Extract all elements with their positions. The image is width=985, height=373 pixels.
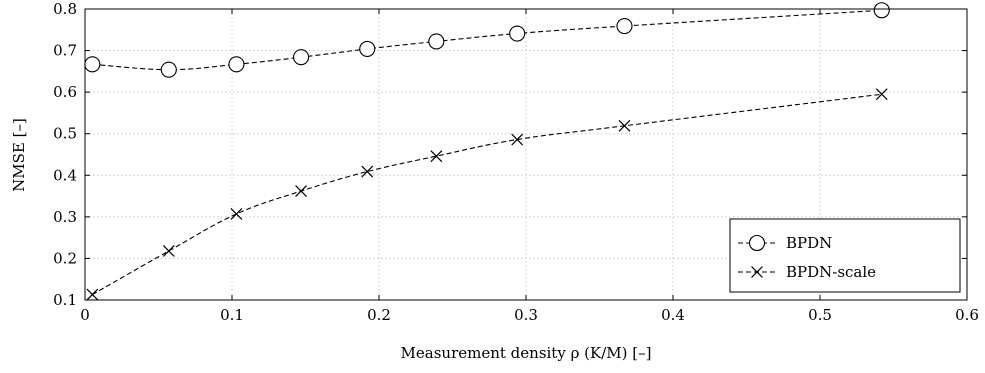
legend-marker-cross-icon <box>751 266 763 278</box>
data-point-bpdn <box>509 25 526 42</box>
y-tick-label: 0.2 <box>53 249 77 267</box>
y-axis-label: NMSE [–] <box>10 118 28 192</box>
legend-marker-circle-icon <box>748 234 766 252</box>
data-point-bpdn <box>616 17 633 35</box>
x-tick-label: 0 <box>80 306 90 324</box>
series-bpdn <box>84 2 890 78</box>
x-tick-label: 0.5 <box>808 306 832 324</box>
legend-label-bpdn-scale: BPDN-scale <box>786 263 876 281</box>
data-point-bpdn-scale <box>230 208 243 220</box>
series-line-bpdn-scale <box>92 93 882 296</box>
x-tick-label: 0.4 <box>661 306 685 324</box>
x-tick-label: 0.3 <box>514 306 538 324</box>
y-tick-label: 0.4 <box>53 166 77 184</box>
series-line-bpdn <box>92 9 882 71</box>
data-point-bpdn-scale <box>361 165 374 178</box>
x-tick-label: 0.6 <box>955 306 979 324</box>
y-tick-label: 0.7 <box>53 42 77 60</box>
ticks: 0 0.1 0.2 0.3 0.4 0.5 0.60.10.20.30.40.50.60.7… <box>53 0 979 324</box>
data-point-bpdn-scale <box>875 88 888 101</box>
data-point-bpdn-scale <box>618 119 631 132</box>
data-point-bpdn <box>293 49 310 66</box>
data-point-bpdn-scale <box>162 245 175 257</box>
grid <box>85 9 967 300</box>
data-point-bpdn-scale <box>430 150 443 163</box>
data-point-bpdn <box>428 33 445 50</box>
data-point-bpdn <box>359 40 376 57</box>
legend-label-bpdn: BPDN <box>786 234 832 252</box>
data-point-bpdn <box>84 56 101 73</box>
x-axis-label: Measurement density ρ (K/M) [–] <box>401 344 652 362</box>
legend-box <box>729 218 961 293</box>
y-tick-label: 0.3 <box>53 208 77 226</box>
y-tick-label: 0.5 <box>53 125 77 143</box>
data-point-bpdn <box>160 61 177 78</box>
y-tick-label: 0.1 <box>53 291 77 309</box>
x-tick-label: 0.2 <box>367 306 391 324</box>
y-tick-label: 0.6 <box>53 83 77 101</box>
series-bpdn-scale <box>86 88 888 301</box>
data-point-bpdn-scale <box>295 185 308 198</box>
legend: BPDN BPDN-scale <box>729 218 961 293</box>
data-point-bpdn-scale <box>511 133 524 146</box>
x-tick-label: 0.1 <box>220 306 244 324</box>
series-layer <box>84 2 890 301</box>
y-tick-label: 0.8 <box>53 0 77 18</box>
data-point-bpdn-scale <box>86 288 99 301</box>
data-point-bpdn <box>228 56 245 73</box>
data-point-bpdn <box>873 2 890 19</box>
